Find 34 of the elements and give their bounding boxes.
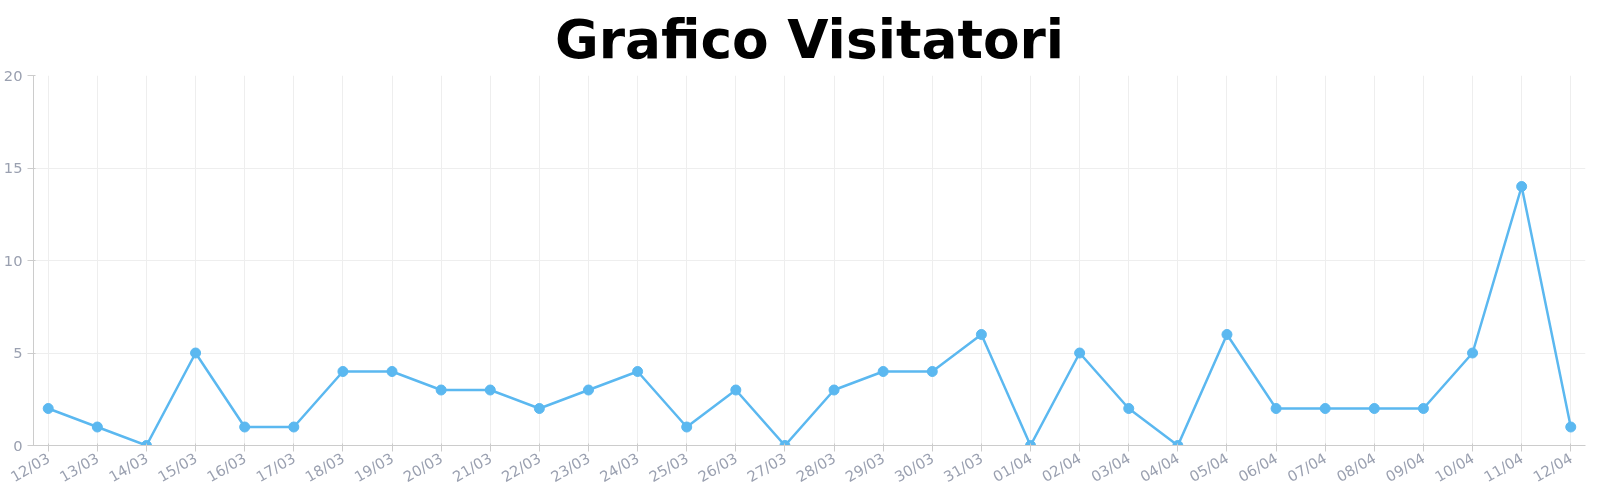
point [484,384,496,396]
point [926,366,938,377]
y-tick-label: 0 [13,436,23,454]
point [1319,403,1331,414]
point [1270,403,1282,414]
point [681,421,693,433]
point [632,366,644,377]
point [1368,403,1380,414]
point [1565,421,1577,433]
point [533,403,545,414]
point [1417,403,1429,414]
point [42,403,54,414]
point [239,421,251,433]
point [190,347,202,359]
point [582,384,594,396]
point [1467,347,1479,359]
y-tick-label: 5 [13,344,23,361]
point [91,421,103,433]
point [828,384,840,396]
point [386,366,398,377]
point [730,384,742,396]
point [877,366,889,377]
point [1221,329,1233,340]
y-tick-label: 10 [3,251,23,269]
point [288,421,300,433]
point [975,329,987,340]
point [1516,181,1528,192]
point [337,366,349,377]
point [1074,347,1086,359]
chart-title: Grafico Visitatori [554,7,1065,71]
point [435,384,447,396]
y-tick-label: 20 [3,66,23,84]
y-tick-label: 15 [3,159,23,176]
point [1123,403,1135,414]
